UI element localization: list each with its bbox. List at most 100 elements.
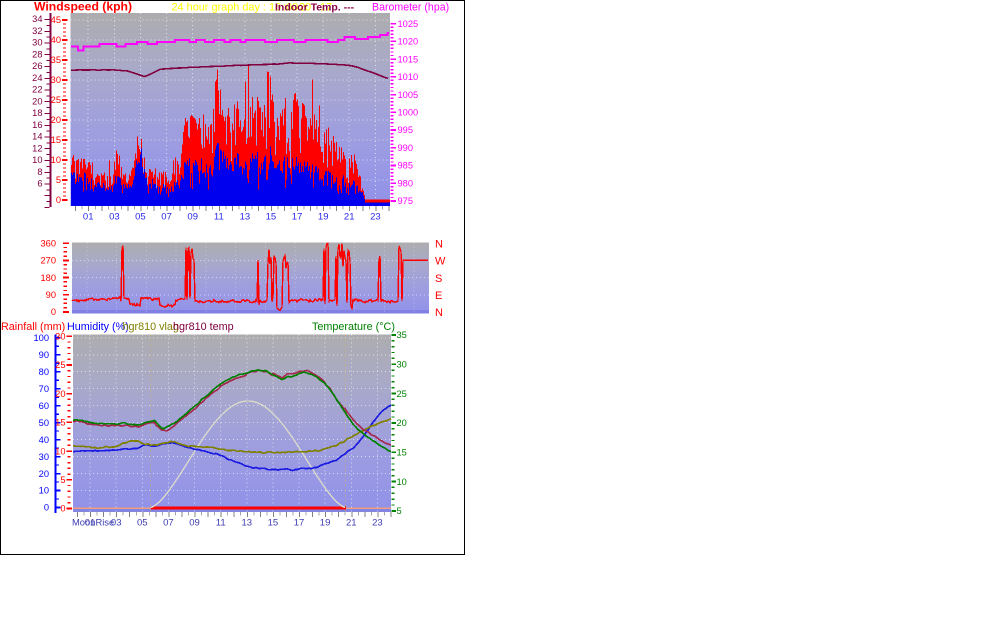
svg-text:MoonRise: MoonRise [72,517,114,528]
svg-text:14: 14 [32,132,42,142]
svg-text:90: 90 [39,350,49,360]
svg-text:90: 90 [46,290,56,300]
svg-text:20: 20 [39,469,49,479]
svg-text:22: 22 [32,85,42,95]
svg-text:28: 28 [32,50,42,60]
svg-text:0: 0 [44,503,49,513]
svg-text:Rainfall (mm): Rainfall (mm) [1,321,65,333]
svg-text:hgr810 temp: hgr810 temp [173,321,234,333]
svg-text:hgr810 vlag: hgr810 vlag [123,321,179,333]
svg-text:45: 45 [51,15,61,25]
svg-text:30: 30 [55,332,65,342]
svg-text:995: 995 [398,125,414,135]
svg-text:Windspeed (kph): Windspeed (kph) [34,0,132,14]
svg-text:980: 980 [398,179,414,189]
svg-text:25: 25 [397,389,407,399]
svg-text:10: 10 [55,446,65,456]
svg-text:12: 12 [32,143,42,153]
svg-text:5: 5 [56,175,61,185]
svg-text:21: 21 [346,518,357,529]
svg-text:1000: 1000 [398,108,419,118]
svg-text:17: 17 [320,2,332,14]
svg-text:09: 09 [187,212,198,223]
svg-text:E: E [435,290,442,302]
svg-text:13: 13 [240,212,251,223]
svg-text:985: 985 [398,161,414,171]
svg-text:18: 18 [32,108,42,118]
svg-text:80: 80 [39,367,49,377]
svg-text:15: 15 [55,418,65,428]
svg-text:15: 15 [266,212,277,223]
svg-text:5: 5 [397,506,402,516]
svg-text:11: 11 [214,212,224,223]
svg-text:05: 05 [137,518,148,529]
svg-text:1010: 1010 [398,72,419,82]
svg-text:25: 25 [51,95,61,105]
svg-text:0: 0 [51,307,56,317]
svg-text:1005: 1005 [398,90,419,100]
svg-text:25: 25 [55,360,65,370]
svg-text:1020: 1020 [398,37,419,47]
svg-text:975: 975 [398,196,414,206]
svg-text:20: 20 [397,418,407,428]
svg-text:30: 30 [32,38,42,48]
svg-text:5: 5 [60,475,65,485]
svg-text:15: 15 [397,447,407,457]
svg-text:0: 0 [56,195,61,205]
svg-text:21: 21 [344,212,355,223]
svg-text:60: 60 [39,401,49,411]
svg-text:20: 20 [32,97,42,107]
svg-text:6: 6 [37,179,42,189]
svg-text:30: 30 [397,359,407,369]
svg-text:1015: 1015 [398,54,419,64]
svg-text:180: 180 [40,273,56,283]
svg-text:24 hour graph day : 16: 24 hour graph day : 16 [172,2,282,14]
svg-text:10: 10 [397,477,407,487]
svg-text:70: 70 [39,384,49,394]
svg-text:15: 15 [51,135,61,145]
svg-text:09: 09 [189,518,200,529]
svg-text:20: 20 [51,115,61,125]
svg-text:13: 13 [242,518,253,529]
svg-text:30: 30 [39,452,49,462]
svg-text:35: 35 [51,55,61,65]
svg-text:100: 100 [33,333,49,343]
svg-text:20: 20 [299,2,311,14]
svg-text:50: 50 [39,418,49,428]
svg-text:8: 8 [37,167,42,177]
svg-text:360: 360 [40,238,56,248]
svg-text:17: 17 [292,212,303,223]
svg-text:0: 0 [60,504,65,514]
svg-text:S: S [435,273,442,285]
svg-text:10: 10 [39,486,49,496]
svg-text:26: 26 [32,61,42,71]
svg-text:11: 11 [216,518,226,529]
svg-text:34: 34 [32,14,42,24]
svg-text:Humidity (%): Humidity (%) [67,321,129,333]
svg-text::00: :00 [283,2,298,14]
svg-text:990: 990 [398,143,414,153]
svg-text:23: 23 [372,518,383,529]
svg-text:17: 17 [294,518,305,529]
svg-text:05: 05 [135,212,146,223]
svg-text:01: 01 [83,212,94,223]
svg-text:03: 03 [109,212,120,223]
svg-text:19: 19 [318,212,329,223]
svg-text:16: 16 [32,120,42,130]
svg-text:10: 10 [51,155,61,165]
svg-text:Temperature (°C): Temperature (°C) [312,321,395,333]
svg-text:Barometer (hpa): Barometer (hpa) [372,2,449,14]
svg-text:30: 30 [51,75,61,85]
svg-text:32: 32 [32,26,42,36]
svg-text:Indoor Temp. ---: Indoor Temp. --- [275,2,355,14]
svg-text:W: W [435,256,446,268]
svg-text:20: 20 [55,389,65,399]
svg-text:01: 01 [85,518,96,529]
svg-text:15: 15 [268,518,279,529]
svg-text:40: 40 [39,435,49,445]
svg-text:24: 24 [32,73,42,83]
svg-text:19: 19 [320,518,331,529]
svg-text:07: 07 [161,212,172,223]
svg-text:07: 07 [163,518,174,529]
svg-text:270: 270 [40,256,56,266]
